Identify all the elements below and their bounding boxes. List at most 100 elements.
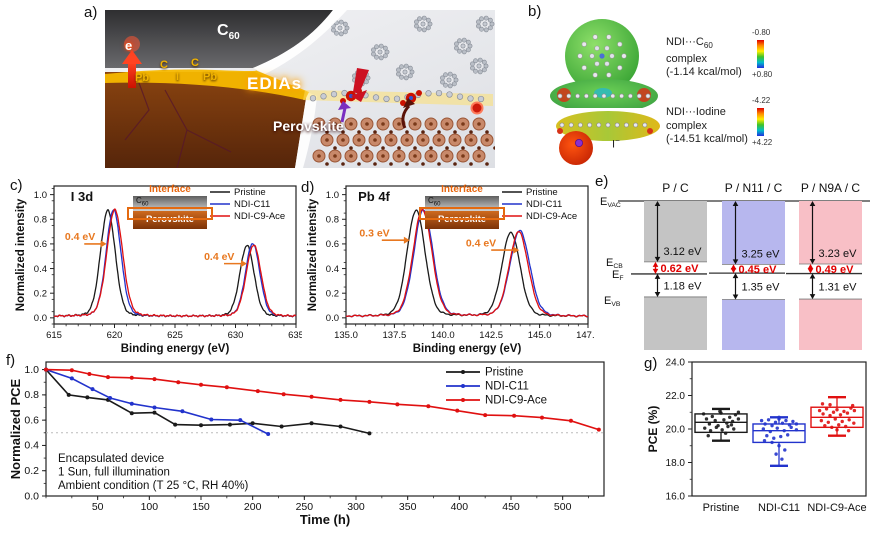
ndi-c60-complex-art (550, 19, 658, 108)
svg-text:1.0: 1.0 (24, 364, 39, 376)
svg-text:NDI-C11: NDI-C11 (526, 199, 562, 210)
ndi-c60-complex-caption: NDI···C60 complex (-1.14 kcal/mol) (666, 36, 742, 79)
svg-text:300: 300 (347, 501, 365, 513)
pce-boxplot: 16.0 18.0 20.0 22.0 24.0 PCE (%) Pristine NDI-C… (646, 357, 867, 514)
xps-pb4f-chart: 135.0 137.5 140.0 142.5 145.0 147.5 0.0 0.2 0.4 0… (307, 185, 594, 355)
svg-text:0.3 eV: 0.3 eV (359, 228, 389, 240)
svg-text:135.0: 135.0 (334, 330, 358, 341)
svg-text:0.62 eV: 0.62 eV (661, 263, 700, 275)
svg-text:0.49 eV: 0.49 eV (816, 264, 855, 276)
svg-text:0.0: 0.0 (24, 490, 39, 502)
c-ion-label: C (191, 57, 199, 69)
svg-text:500: 500 (554, 501, 572, 513)
svg-text:16.0: 16.0 (666, 491, 686, 502)
svg-text:1.35 eV: 1.35 eV (742, 281, 781, 293)
svg-text:NDI-C9-Ace: NDI-C9-Ace (485, 395, 547, 407)
svg-text:Normalized intensity: Normalized intensity (15, 198, 27, 311)
svg-text:0.0: 0.0 (326, 313, 339, 324)
svg-text:24.0: 24.0 (666, 357, 686, 368)
svg-text:1.0: 1.0 (326, 190, 339, 201)
panel-e-label: e) (595, 173, 609, 190)
svg-text:P / N9A / C: P / N9A / C (801, 181, 860, 195)
svg-text:ECB: ECB (606, 257, 623, 270)
svg-text:450: 450 (502, 501, 520, 513)
svg-text:I 3d: I 3d (71, 189, 93, 204)
svg-text:0.4 eV: 0.4 eV (65, 231, 95, 243)
svg-text:Binding energy (eV): Binding energy (eV) (413, 343, 522, 355)
svg-text:Normalized intensity: Normalized intensity (307, 198, 319, 311)
svg-text:Normalized PCE: Normalized PCE (8, 378, 23, 479)
ndi-iodine-complex-art (556, 111, 660, 165)
i-ion-label: I (176, 71, 180, 83)
edias-label: EDIAs (247, 74, 303, 93)
svg-text:0.45 eV: 0.45 eV (739, 264, 778, 276)
xps-inset-d: Interface C60 Perovskite (419, 184, 505, 234)
panel-g-label: g) (644, 355, 658, 372)
svg-text:625: 625 (167, 330, 183, 341)
svg-text:50: 50 (92, 501, 104, 513)
panel-f-label: f) (6, 352, 16, 369)
svg-text:NDI-C11: NDI-C11 (234, 199, 270, 210)
svg-text:200: 200 (244, 501, 262, 513)
svg-text:NDI-C11: NDI-C11 (758, 502, 800, 514)
svg-text:630: 630 (228, 330, 244, 341)
svg-text:3.12 eV: 3.12 eV (664, 246, 703, 258)
stability-chart: 50 100 150 200 250 300 350 400 450 500 0.0 0.2 0.4 0.… (8, 361, 605, 527)
pb-ion-label: Pb (135, 72, 150, 84)
iodide-label: I− (612, 136, 620, 151)
svg-text:250: 250 (296, 501, 314, 513)
svg-text:150: 150 (192, 501, 210, 513)
svg-text:1.0: 1.0 (34, 190, 47, 201)
svg-text:615: 615 (46, 330, 62, 341)
inset-interface-box (127, 207, 213, 220)
svg-text:0.4 eV: 0.4 eV (204, 251, 234, 263)
panel-b-label: b) (528, 3, 542, 20)
svg-text:EF: EF (612, 269, 624, 282)
svg-text:0.6: 0.6 (326, 239, 339, 250)
svg-text:PCE (%): PCE (%) (646, 406, 660, 453)
svg-text:0.8: 0.8 (34, 215, 47, 226)
svg-text:NDI-C9-Ace: NDI-C9-Ace (526, 211, 577, 222)
panel-c-label: c) (10, 177, 23, 194)
svg-text:0.4 eV: 0.4 eV (466, 237, 496, 249)
svg-text:0.6: 0.6 (24, 414, 39, 426)
svg-text:0.6: 0.6 (34, 239, 47, 250)
c-ion-label: C (160, 59, 168, 71)
svg-text:100: 100 (141, 501, 159, 513)
panel-a-illustration: e C60 Pb C I C Pb EDIAs Perovskite (105, 10, 497, 169)
pb-ion-label: Pb (203, 71, 218, 83)
svg-text:3.25 eV: 3.25 eV (742, 248, 781, 260)
svg-text:0.2: 0.2 (34, 288, 47, 299)
perovskite-label: Perovskite (273, 118, 344, 134)
svg-text:NDI-C9-Ace: NDI-C9-Ace (234, 211, 285, 222)
svg-text:Pristine: Pristine (703, 502, 740, 514)
svg-text:NDI-C9-Ace: NDI-C9-Ace (807, 502, 866, 514)
svg-text:350: 350 (399, 501, 417, 513)
svg-text:1.18 eV: 1.18 eV (664, 280, 703, 292)
xps-i3d-chart: 615 620 625 630 635 0.0 0.2 0.4 0.6 0.8 1.0 Binding… (15, 185, 302, 355)
inset-interface-box (419, 207, 505, 220)
electron-label: e (125, 38, 133, 53)
svg-text:0.4: 0.4 (24, 440, 39, 452)
svg-text:18.0: 18.0 (666, 458, 686, 469)
svg-text:Time (h): Time (h) (300, 512, 350, 527)
svg-text:0.4: 0.4 (326, 264, 339, 275)
colorbar-top-value: -0.80 (752, 28, 771, 37)
svg-text:EVAC: EVAC (600, 196, 621, 209)
colorbar-c60-complex (757, 40, 764, 68)
svg-text:Ambient condition (T 25 °C, RH: Ambient condition (T 25 °C, RH 40%) (58, 480, 249, 492)
svg-text:1.31 eV: 1.31 eV (819, 281, 858, 293)
svg-text:620: 620 (107, 330, 123, 341)
svg-text:0.4: 0.4 (34, 264, 47, 275)
colorbar-bottom-value: +4.22 (752, 138, 773, 147)
svg-text:137.5: 137.5 (383, 330, 407, 341)
svg-text:Binding energy (eV): Binding energy (eV) (121, 343, 230, 355)
svg-text:145.0: 145.0 (528, 330, 552, 341)
colorbar-iodine-complex (757, 108, 764, 136)
svg-text:22.0: 22.0 (666, 391, 686, 402)
svg-text:Pb 4f: Pb 4f (358, 189, 390, 204)
svg-text:0.0: 0.0 (34, 313, 47, 324)
svg-text:0.2: 0.2 (24, 465, 39, 477)
svg-text:20.0: 20.0 (666, 424, 686, 435)
